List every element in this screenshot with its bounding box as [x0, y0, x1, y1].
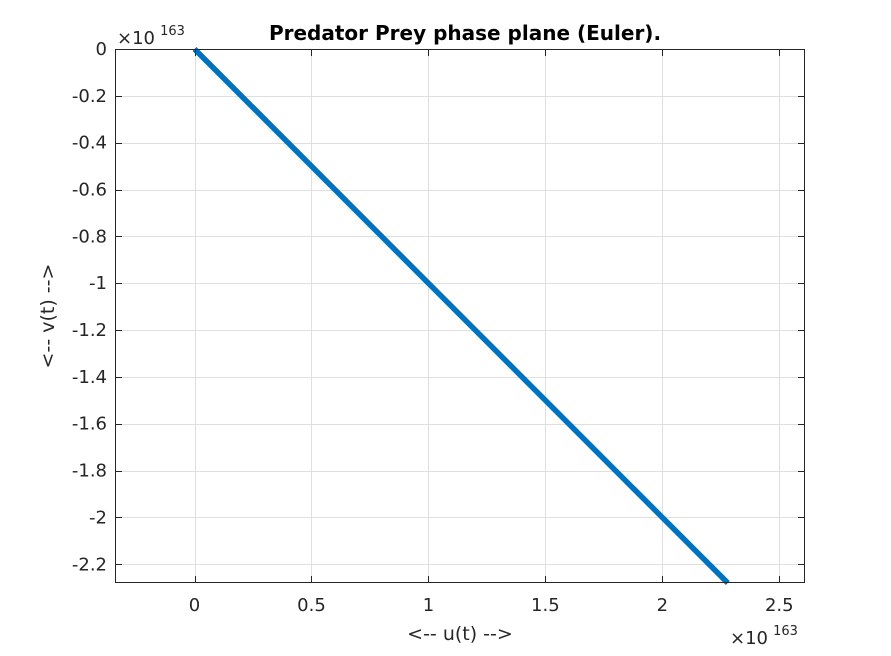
y-tick-label: -1.6 [72, 414, 107, 435]
y-exponent-power: 163 [160, 24, 185, 39]
series-layer [192, 47, 730, 585]
x-tick-label: 2.5 [765, 595, 794, 616]
y-tick-label: -1.4 [72, 367, 107, 388]
y-exponent-base: ×10 [117, 28, 155, 49]
x-tick-label: 0.5 [297, 595, 326, 616]
x-tick-label: 1.5 [531, 595, 560, 616]
y-axis-exponent: ×10 163 [117, 24, 185, 49]
y-tick-label: -0.8 [72, 226, 107, 247]
y-tick-label: -2.2 [72, 554, 107, 575]
x-tick-label: 0 [189, 595, 200, 616]
series-line [192, 47, 730, 585]
ticks [115, 49, 805, 583]
y-tick-label: -1.2 [72, 320, 107, 341]
axes-box [115, 49, 805, 583]
x-axis-label: <-- u(t) --> [407, 623, 513, 645]
y-tick-label: -0.2 [72, 86, 107, 107]
x-tick-label: 1 [423, 595, 434, 616]
y-tick-label: 0 [96, 39, 107, 60]
y-axis-label: <-- v(t) --> [37, 264, 59, 369]
x-exponent-base: ×10 [730, 628, 768, 649]
tick-labels: 0 0.5 1 1.5 2 2.5 0 -0.2 -0.4 -0.6 -0.8 -1 -1.2 -1.4 -… [72, 39, 794, 616]
y-tick-label: -1.8 [72, 461, 107, 482]
chart-title: Predator Prey phase plane (Euler). [269, 21, 661, 45]
y-tick-label: -1 [89, 273, 107, 294]
y-tick-label: -2 [89, 507, 107, 528]
y-tick-label: -0.6 [72, 180, 107, 201]
x-tick-label: 2 [657, 595, 668, 616]
y-tick-label: -0.4 [72, 133, 107, 154]
x-axis-exponent: ×10 163 [730, 624, 798, 649]
x-exponent-power: 163 [773, 624, 798, 639]
